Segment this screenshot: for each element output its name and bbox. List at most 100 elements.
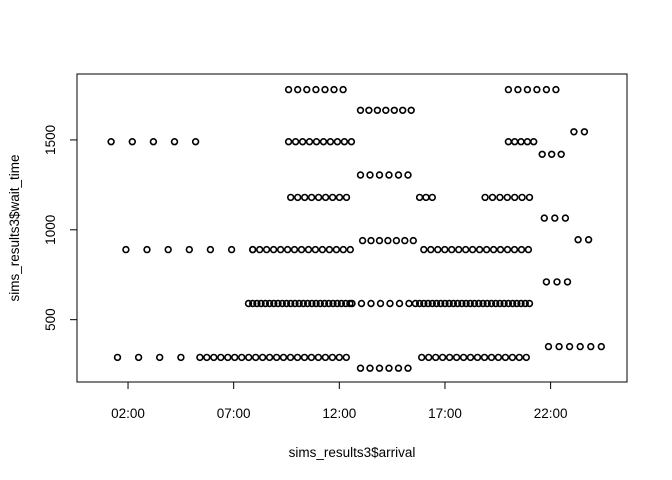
data-point [314,353,323,362]
data-point [420,245,428,254]
data-point [385,171,393,179]
data-point [244,299,253,308]
data-point [238,353,246,362]
data-point [525,299,534,308]
data-point [455,245,463,254]
data-point [459,353,468,362]
data-point [217,353,225,362]
data-point [523,138,532,146]
data-point [276,245,285,254]
data-point [503,245,512,254]
data-point [170,138,179,146]
data-point [480,353,489,362]
data-point [367,236,375,245]
data-point [394,171,403,179]
data-point [522,353,530,362]
data-point [185,245,194,254]
data-point [366,364,374,372]
y-axis: 500 1000 1500 [43,125,78,331]
data-point [445,299,453,308]
data-point [224,353,232,362]
data-point [347,138,356,146]
data-point [458,299,466,308]
data-point [547,150,556,159]
data-point [314,193,323,202]
data-point [563,278,572,286]
data-point [496,299,504,308]
data-point [294,193,302,202]
data-point [437,299,445,308]
data-point [287,299,295,308]
data-point [561,214,570,222]
data-point [517,245,526,254]
data-point [514,85,522,94]
data-point [468,245,477,254]
data-point [245,353,253,362]
data-point [525,193,534,202]
data-point [365,106,373,115]
data-point [291,299,299,308]
data-point [122,245,130,254]
data-point [462,299,470,308]
data-point [504,138,513,146]
data-point [411,299,420,308]
data-point [466,299,474,308]
data-point [303,85,311,94]
data-point [580,128,589,136]
x-tick-label: 17:00 [428,406,462,421]
data-point [385,364,393,372]
data-point [441,245,449,254]
data-point [557,150,565,159]
data-point [128,138,137,146]
data-point [227,245,236,254]
data-point [496,193,504,202]
data-point [311,245,320,254]
data-point [597,342,605,351]
data-point [425,353,433,362]
data-point [284,138,293,146]
data-point [375,171,384,179]
data-point [265,299,274,308]
data-point [538,150,546,159]
data-point [249,245,257,254]
data-point [342,193,351,202]
data-point [544,342,553,351]
data-point [300,353,309,362]
data-point [432,299,441,308]
data-point [297,245,306,254]
data-point [427,245,435,254]
x-tick-label: 02:00 [111,406,145,421]
data-point [258,353,267,362]
data-point [373,106,382,115]
data-point [428,299,436,308]
data-point [356,106,365,115]
data-point [496,245,505,254]
data-point [287,193,295,202]
data-point [191,138,200,146]
data-point [290,245,299,254]
data-point [312,299,320,308]
x-tick-label: 07:00 [217,406,251,421]
data-point [307,193,316,202]
data-point [279,353,288,362]
data-point [453,299,462,308]
data-point [337,299,346,308]
data-point [584,236,593,244]
data-point [574,236,582,244]
data-point [521,299,529,308]
data-point [356,171,365,179]
data-point [448,245,456,254]
data-point [432,353,440,362]
data-point [422,193,430,202]
data-point [283,245,292,254]
data-point [272,353,281,362]
data-point [253,299,261,308]
data-point [294,85,302,94]
data-point [298,138,307,146]
data-point [540,214,548,222]
data-point [321,193,330,202]
data-point [326,138,335,146]
data-point [570,128,578,136]
data-point [428,193,436,202]
